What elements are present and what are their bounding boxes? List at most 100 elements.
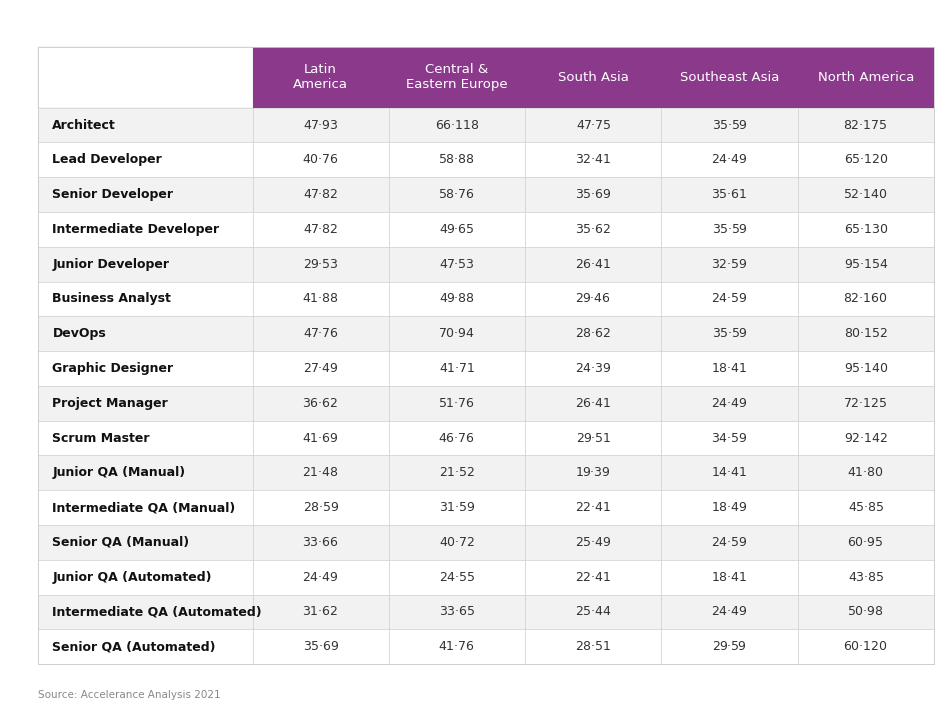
Text: $40 · $72: $40 · $72: [438, 536, 475, 549]
Text: $28 · $59: $28 · $59: [303, 501, 338, 514]
Text: $47 · $82: $47 · $82: [303, 188, 338, 201]
Text: $80 · $152: $80 · $152: [843, 327, 887, 340]
Text: $26 · $41: $26 · $41: [574, 397, 611, 410]
Text: $31 · $62: $31 · $62: [302, 605, 339, 618]
Text: $52 · $140: $52 · $140: [843, 188, 887, 201]
Text: $41 · $71: $41 · $71: [438, 362, 475, 375]
Text: Source: Accelerance Analysis 2021: Source: Accelerance Analysis 2021: [38, 690, 221, 700]
Text: Junior QA (Manual): Junior QA (Manual): [52, 467, 186, 480]
Text: $35 · $69: $35 · $69: [574, 188, 611, 201]
Text: $58 · $88: $58 · $88: [438, 154, 475, 167]
Text: $35 · $59: $35 · $59: [711, 118, 746, 131]
Text: $47 · $93: $47 · $93: [303, 118, 338, 131]
Text: Business Analyst: Business Analyst: [52, 292, 171, 305]
Text: $25 · $49: $25 · $49: [574, 536, 611, 549]
Text: $27 · $49: $27 · $49: [303, 362, 338, 375]
Text: $14 · $41: $14 · $41: [710, 467, 747, 480]
Text: Scrum Master: Scrum Master: [52, 432, 149, 444]
Text: $29 · $46: $29 · $46: [575, 292, 610, 305]
Text: $66 · $118: $66 · $118: [434, 118, 479, 131]
Text: Junior Developer: Junior Developer: [52, 258, 169, 271]
Text: South Asia: South Asia: [557, 70, 628, 84]
Text: $34 · $59: $34 · $59: [711, 432, 746, 444]
Text: $60 · $120: $60 · $120: [843, 640, 887, 653]
Text: Junior QA (Automated): Junior QA (Automated): [52, 571, 211, 584]
Text: $18 · $41: $18 · $41: [710, 571, 747, 584]
Text: $22 · $41: $22 · $41: [574, 501, 611, 514]
Text: Intermediate QA (Manual): Intermediate QA (Manual): [52, 501, 235, 514]
Text: $95 · $140: $95 · $140: [843, 362, 887, 375]
Text: $49 · $88: $49 · $88: [439, 292, 474, 305]
Text: $47 · $82: $47 · $82: [303, 223, 338, 236]
Text: $24 · $49: $24 · $49: [710, 397, 747, 410]
Text: $95 · $154: $95 · $154: [843, 258, 887, 271]
Text: $21 · $52: $21 · $52: [438, 467, 475, 480]
Text: North America: North America: [817, 70, 913, 84]
Text: $41 · $69: $41 · $69: [302, 432, 339, 444]
Text: $65 · $130: $65 · $130: [843, 223, 887, 236]
Text: Senior Developer: Senior Developer: [52, 188, 173, 201]
Text: $60 · $95: $60 · $95: [846, 536, 883, 549]
Text: $46 · $76: $46 · $76: [438, 432, 475, 444]
Text: $18 · $49: $18 · $49: [710, 501, 747, 514]
Text: $24 · $55: $24 · $55: [438, 571, 475, 584]
Text: $32 · $41: $32 · $41: [574, 154, 611, 167]
Text: $36 · $62: $36 · $62: [302, 397, 339, 410]
Text: $41 · $88: $41 · $88: [302, 292, 339, 305]
Text: Graphic Designer: Graphic Designer: [52, 362, 173, 375]
Text: $43 · $85: $43 · $85: [847, 571, 883, 584]
Text: Project Manager: Project Manager: [52, 397, 168, 410]
Text: $35 · $59: $35 · $59: [711, 223, 746, 236]
Text: Intermediate Developer: Intermediate Developer: [52, 223, 219, 236]
Text: $24 · $59: $24 · $59: [711, 536, 746, 549]
Text: Intermediate QA (Automated): Intermediate QA (Automated): [52, 605, 262, 618]
Text: $92 · $142: $92 · $142: [843, 432, 887, 444]
Text: $47 · $53: $47 · $53: [439, 258, 474, 271]
Text: $28 · $62: $28 · $62: [574, 327, 611, 340]
Text: $70 · $94: $70 · $94: [438, 327, 475, 340]
Text: Senior QA (Manual): Senior QA (Manual): [52, 536, 189, 549]
Text: $29 · $59: $29 · $59: [711, 640, 746, 653]
Text: $65 · $120: $65 · $120: [843, 154, 887, 167]
Text: Central &
Eastern Europe: Central & Eastern Europe: [406, 63, 507, 91]
Text: $25 · $44: $25 · $44: [574, 605, 611, 618]
Text: $21 · $48: $21 · $48: [302, 467, 339, 480]
Text: $31 · $59: $31 · $59: [439, 501, 474, 514]
Text: $50 · $98: $50 · $98: [846, 605, 883, 618]
Text: $58 · $76: $58 · $76: [438, 188, 475, 201]
Text: $35 · $61: $35 · $61: [711, 188, 746, 201]
Text: $40 · $76: $40 · $76: [302, 154, 339, 167]
Text: Senior QA (Automated): Senior QA (Automated): [52, 640, 216, 653]
Text: $29 · $51: $29 · $51: [575, 432, 610, 444]
Text: Architect: Architect: [52, 118, 116, 131]
Text: $47 · $76: $47 · $76: [303, 327, 338, 340]
Text: $33 · $65: $33 · $65: [439, 605, 474, 618]
Text: $72 · $125: $72 · $125: [843, 397, 887, 410]
Text: $24 · $39: $24 · $39: [574, 362, 611, 375]
Text: $26 · $41: $26 · $41: [574, 258, 611, 271]
Text: $24 · $49: $24 · $49: [710, 605, 747, 618]
Text: $35 · $69: $35 · $69: [302, 640, 339, 653]
Text: Southeast Asia: Southeast Asia: [679, 70, 779, 84]
Text: $82 · $160: $82 · $160: [843, 292, 887, 305]
Text: Lead Developer: Lead Developer: [52, 154, 162, 167]
Text: $33 · $66: $33 · $66: [302, 536, 339, 549]
Text: $51 · $76: $51 · $76: [438, 397, 475, 410]
Text: $35 · $59: $35 · $59: [711, 327, 746, 340]
Text: $19 · $39: $19 · $39: [575, 467, 610, 480]
Text: $24 · $49: $24 · $49: [302, 571, 339, 584]
Text: $24 · $59: $24 · $59: [711, 292, 746, 305]
Text: $82 · $175: $82 · $175: [843, 118, 887, 131]
Text: $45 · $85: $45 · $85: [847, 501, 883, 514]
Text: $22 · $41: $22 · $41: [574, 571, 611, 584]
Text: $41 · $80: $41 · $80: [846, 467, 883, 480]
Text: $35 · $62: $35 · $62: [575, 223, 610, 236]
Text: $29 · $53: $29 · $53: [303, 258, 338, 271]
Text: $49 · $65: $49 · $65: [439, 223, 474, 236]
Text: Latin
America: Latin America: [293, 63, 347, 91]
Text: $41 · $76: $41 · $76: [438, 640, 475, 653]
Text: $28 · $51: $28 · $51: [574, 640, 611, 653]
Text: $18 · $41: $18 · $41: [710, 362, 747, 375]
Text: DevOps: DevOps: [52, 327, 106, 340]
Text: $24 · $49: $24 · $49: [710, 154, 747, 167]
